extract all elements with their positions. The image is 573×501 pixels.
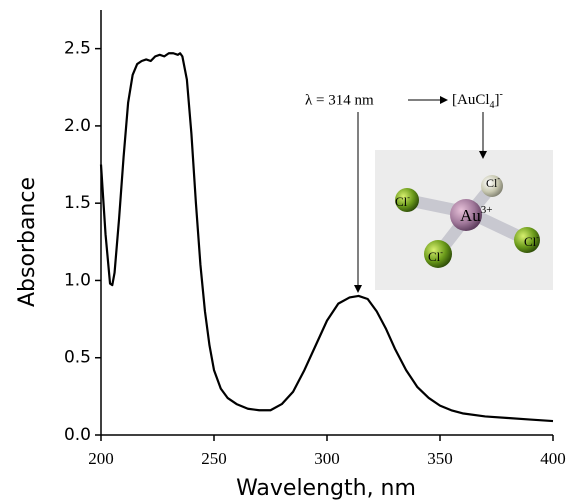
x-tick-label: 300 [314, 449, 340, 468]
annotation-label: λ = 314 nm [305, 92, 374, 108]
data-line [99, 52, 554, 423]
atom-label: Cl- [428, 248, 443, 264]
species-charge: - [500, 89, 503, 100]
y-tick-label: 0.0 [64, 425, 91, 445]
x-tick-label: 350 [427, 449, 453, 468]
species-main: [AuCl [452, 92, 490, 108]
y-tick-label: 0.5 [64, 348, 91, 368]
y-tick-label: 2.0 [64, 116, 91, 136]
atom: Cl [486, 176, 498, 190]
species-bracket: ] [495, 92, 500, 108]
atom-label: Cl- [524, 233, 539, 249]
x-tick-label: 400 [540, 449, 566, 468]
atom: Cl [428, 249, 441, 264]
y-tick-label: 1.0 [64, 270, 91, 290]
y-axis-label: Absorbance [15, 177, 40, 307]
molecule [375, 150, 553, 290]
atom-charge: - [440, 248, 443, 257]
atom-label: Cl- [486, 174, 500, 190]
x-tick-label: 250 [201, 449, 227, 468]
atom-label: Au3+ [460, 204, 493, 225]
atom-charge: - [536, 233, 539, 242]
y-tick-label: 2.5 [64, 39, 91, 59]
x-tick-label: 200 [88, 449, 114, 468]
species-sub: 4 [490, 100, 495, 111]
atom-charge: - [497, 174, 500, 183]
x-axis-label: Wavelength, nm [236, 476, 416, 501]
atom-charge: - [407, 193, 410, 202]
y-tick-label: 1.5 [64, 193, 91, 213]
atom: Au [460, 206, 481, 225]
atom-charge: 3+ [481, 204, 493, 216]
atom: Cl [395, 194, 408, 209]
annotation-species: [AuCl4]- [452, 89, 503, 111]
atom-label: Cl- [395, 193, 410, 209]
atom: Cl [524, 234, 537, 249]
